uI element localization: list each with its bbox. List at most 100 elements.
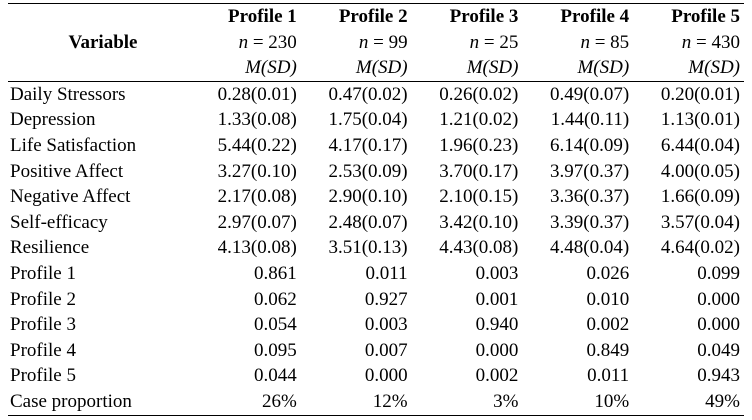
- table-row: Profile 1 0.861 0.011 0.003 0.026 0.099: [8, 261, 744, 287]
- table-cell: 0.000: [364, 365, 408, 387]
- table-cell: 0.002: [475, 365, 519, 387]
- table-cell: 1.75(0.04): [328, 109, 408, 131]
- table-body: Daily Stressors 0.28(0.01) 0.47(0.02) 0.…: [8, 81, 744, 416]
- profile-sample-size: n = 430: [633, 30, 740, 56]
- table-cell: 0.062: [254, 288, 297, 310]
- table-cell: 1.44(0.11): [550, 109, 630, 131]
- table-cell: 0.001: [475, 288, 519, 310]
- table-cell: 0.007: [364, 339, 408, 361]
- table-cell: 1.66(0.09): [660, 186, 740, 208]
- table-cell: 3.51(0.13): [328, 237, 408, 259]
- profile-name: Profile 3: [449, 6, 519, 27]
- table-cell: 3.39(0.37): [550, 211, 630, 233]
- n-value: = 25: [479, 31, 519, 53]
- profile-table: Variable Profile 1 n = 230 M(SD) Profile…: [8, 3, 744, 416]
- table-row: Self-efficacy 2.97(0.07) 2.48(0.07) 3.42…: [8, 210, 744, 236]
- table-cell: 0.861: [254, 262, 297, 284]
- table-cell: 0.000: [697, 314, 740, 336]
- table-cell: 0.28(0.01): [217, 83, 297, 105]
- table-cell: 4.48(0.04): [550, 237, 630, 259]
- table-cell: 0.002: [586, 314, 630, 336]
- n-symbol: n: [358, 31, 369, 53]
- table-cell: 0.849: [586, 339, 630, 361]
- profile-sample-size: n = 25: [412, 30, 519, 56]
- table-row: Profile 3 0.054 0.003 0.940 0.002 0.000: [8, 312, 744, 338]
- table-cell: 0.044: [254, 365, 297, 387]
- profile-sample-size: n = 230: [190, 30, 297, 56]
- table-header: Variable Profile 1 n = 230 M(SD) Profile…: [8, 3, 744, 82]
- table-cell: 2.90(0.10): [328, 186, 408, 208]
- table-row: Depression 1.33(0.08) 1.75(0.04) 1.21(0.…: [8, 107, 744, 133]
- table-cell: 0.20(0.01): [660, 83, 740, 105]
- table-cell: 0.003: [475, 262, 519, 284]
- profile-column-header: Profile 2 n = 99 M(SD): [300, 3, 412, 82]
- table-cell: 49%: [633, 388, 744, 416]
- table-cell: 0.49(0.07): [550, 83, 630, 105]
- table-cell: 1.13(0.01): [660, 109, 740, 131]
- profile-stat-label: M(SD): [577, 57, 630, 79]
- table-cell: 1.33(0.08): [217, 109, 297, 131]
- n-symbol: n: [238, 31, 249, 53]
- table-cell: 3%: [411, 388, 523, 416]
- row-label: Negative Affect: [10, 186, 131, 208]
- table-cell: 0.099: [697, 262, 740, 284]
- profile-column-header: Profile 4 n = 85 M(SD): [522, 3, 634, 82]
- n-value: = 230: [248, 31, 297, 53]
- profile-stat-label: M(SD): [466, 57, 519, 79]
- table-cell: 0.049: [697, 339, 740, 361]
- table-row: Profile 4 0.095 0.007 0.000 0.849 0.049: [8, 338, 744, 364]
- profile-column-header: Profile 1 n = 230 M(SD): [190, 3, 301, 82]
- profile-sample-size: n = 85: [522, 30, 629, 56]
- row-label: Case proportion: [8, 388, 190, 416]
- table-cell: 26%: [190, 388, 301, 416]
- table-row: Positive Affect 3.27(0.10) 2.53(0.09) 3.…: [8, 159, 744, 185]
- table-cell: 0.940: [475, 314, 519, 336]
- table-row: Profile 2 0.062 0.927 0.001 0.010 0.000: [8, 287, 744, 313]
- table-cell: 2.48(0.07): [328, 211, 408, 233]
- table-cell: 0.47(0.02): [328, 83, 408, 105]
- table-cell: 10%: [522, 388, 634, 416]
- table-cell: 2.17(0.08): [217, 186, 297, 208]
- n-value: = 430: [691, 31, 740, 53]
- profile-sample-size: n = 99: [301, 30, 408, 56]
- table-cell: 2.97(0.07): [217, 211, 297, 233]
- table-cell: 0.010: [586, 288, 630, 310]
- header-row: Variable Profile 1 n = 230 M(SD) Profile…: [8, 3, 744, 82]
- profile-stat-label: M(SD): [688, 57, 740, 79]
- table-row: Daily Stressors 0.28(0.01) 0.47(0.02) 0.…: [8, 81, 744, 107]
- n-symbol: n: [469, 31, 480, 53]
- table-cell: 2.53(0.09): [328, 160, 408, 182]
- profile-column-header: Profile 5 n = 430 M(SD): [633, 3, 744, 82]
- table-cell: 0.003: [364, 314, 408, 336]
- table-row: Life Satisfaction 5.44(0.22) 4.17(0.17) …: [8, 133, 744, 159]
- row-label: Life Satisfaction: [10, 134, 137, 156]
- table-row: Case proportion 26% 12% 3% 10% 49%: [8, 388, 744, 416]
- n-symbol: n: [681, 31, 692, 53]
- table-cell: 4.13(0.08): [217, 237, 297, 259]
- table-cell: 4.17(0.17): [328, 134, 408, 156]
- table-cell: 1.21(0.02): [439, 109, 519, 131]
- table-row: Negative Affect 2.17(0.08) 2.90(0.10) 2.…: [8, 184, 744, 210]
- row-label: Profile 5: [10, 365, 76, 387]
- table-cell: 3.36(0.37): [550, 186, 630, 208]
- table-cell: 5.44(0.22): [217, 134, 297, 156]
- table-cell: 0.095: [254, 339, 297, 361]
- table-cell: 0.26(0.02): [439, 83, 519, 105]
- profile-name: Profile 5: [671, 6, 740, 27]
- table-cell: 6.44(0.04): [660, 134, 740, 156]
- table-cell: 4.43(0.08): [439, 237, 519, 259]
- table-cell: 3.70(0.17): [439, 160, 519, 182]
- n-value: = 99: [368, 31, 408, 53]
- table-cell: 0.000: [475, 339, 519, 361]
- table-row: Resilience 4.13(0.08) 3.51(0.13) 4.43(0.…: [8, 235, 744, 261]
- profile-name: Profile 4: [560, 6, 630, 27]
- row-label: Depression: [10, 109, 96, 131]
- table-cell: 4.00(0.05): [660, 160, 740, 182]
- profile-name: Profile 2: [338, 6, 408, 27]
- table-cell: 0.927: [364, 288, 408, 310]
- table-cell: 3.57(0.04): [660, 211, 740, 233]
- table-cell: 0.011: [365, 262, 408, 284]
- n-symbol: n: [580, 31, 590, 53]
- profile-column-header: Profile 3 n = 25 M(SD): [411, 3, 523, 82]
